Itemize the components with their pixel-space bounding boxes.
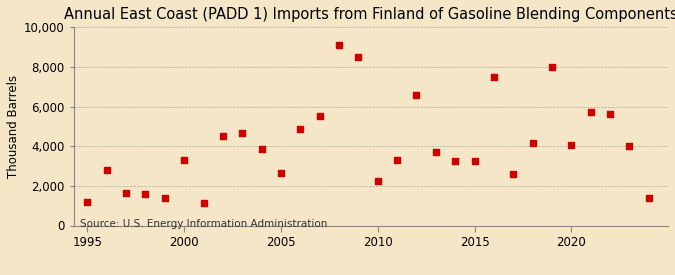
Point — [392, 158, 402, 162]
Point — [547, 65, 558, 69]
Point — [198, 200, 209, 205]
Y-axis label: Thousand Barrels: Thousand Barrels — [7, 75, 20, 178]
Point — [121, 191, 132, 195]
Point — [431, 150, 441, 154]
Title: Annual East Coast (PADD 1) Imports from Finland of Gasoline Blending Components: Annual East Coast (PADD 1) Imports from … — [64, 7, 675, 22]
Text: Source: U.S. Energy Information Administration: Source: U.S. Energy Information Administ… — [80, 219, 327, 229]
Point — [585, 109, 596, 114]
Point — [333, 43, 344, 47]
Point — [411, 92, 422, 97]
Point — [295, 127, 306, 131]
Point — [373, 179, 383, 183]
Point — [605, 112, 616, 117]
Point — [275, 171, 286, 175]
Point — [489, 75, 500, 79]
Point — [140, 192, 151, 196]
Point — [101, 168, 112, 172]
Point — [237, 131, 248, 136]
Point — [624, 144, 634, 148]
Point — [179, 158, 190, 162]
Point — [217, 134, 228, 139]
Point — [508, 172, 518, 176]
Point — [82, 200, 93, 204]
Point — [256, 147, 267, 151]
Point — [527, 141, 538, 145]
Point — [469, 159, 480, 163]
Point — [353, 55, 364, 59]
Point — [159, 196, 170, 200]
Point — [566, 143, 576, 147]
Point — [315, 114, 325, 119]
Point — [450, 159, 460, 163]
Point — [643, 196, 654, 200]
